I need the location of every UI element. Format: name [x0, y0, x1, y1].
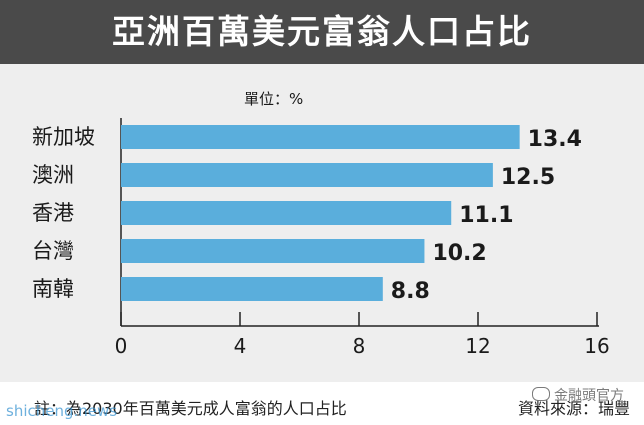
- bar-3: [121, 239, 425, 263]
- brand-watermark-text: 金融頭官方: [554, 388, 624, 404]
- category-label-2: 香港: [32, 201, 74, 225]
- x-tick-label-2: 8: [353, 334, 366, 358]
- title-bar: 亞洲百萬美元富翁人口占比: [0, 0, 644, 64]
- category-label-0: 新加坡: [32, 125, 95, 149]
- bar-1: [121, 163, 493, 187]
- x-tick-label-3: 12: [465, 334, 490, 358]
- bar-2: [121, 201, 452, 225]
- value-label-1: 12.5: [501, 165, 555, 190]
- category-label-3: 台灣: [32, 239, 74, 263]
- x-tick-label-0: 0: [115, 334, 128, 358]
- chart-title: 亞洲百萬美元富翁人口占比: [112, 12, 532, 51]
- value-label-4: 8.8: [391, 279, 430, 304]
- bar-0: [121, 125, 520, 149]
- x-tick-label-4: 16: [584, 334, 609, 358]
- bar-4: [121, 277, 383, 301]
- unit-label: 單位：%: [244, 90, 303, 108]
- site-watermark: shicheng.news: [6, 402, 118, 420]
- footnote: 註：為2030年百萬美元成人富翁的人口占比: [34, 399, 347, 418]
- x-tick-label-1: 4: [234, 334, 247, 358]
- chat-bubble-icon: [532, 387, 550, 401]
- value-label-0: 13.4: [528, 127, 582, 152]
- source-credit: 資料來源：瑞豐: [517, 399, 630, 418]
- category-label-1: 澳洲: [32, 163, 74, 187]
- value-label-2: 11.1: [459, 203, 513, 228]
- category-label-4: 南韓: [32, 277, 74, 301]
- value-label-3: 10.2: [432, 241, 486, 266]
- bar-chart: 單位：% 新加坡 13.4 澳洲 12.5 香港 11.1 台灣 10.2 南韓 8.8 0 4 8 12 1…: [32, 90, 610, 358]
- brand-watermark: 金融頭官方: [532, 385, 624, 405]
